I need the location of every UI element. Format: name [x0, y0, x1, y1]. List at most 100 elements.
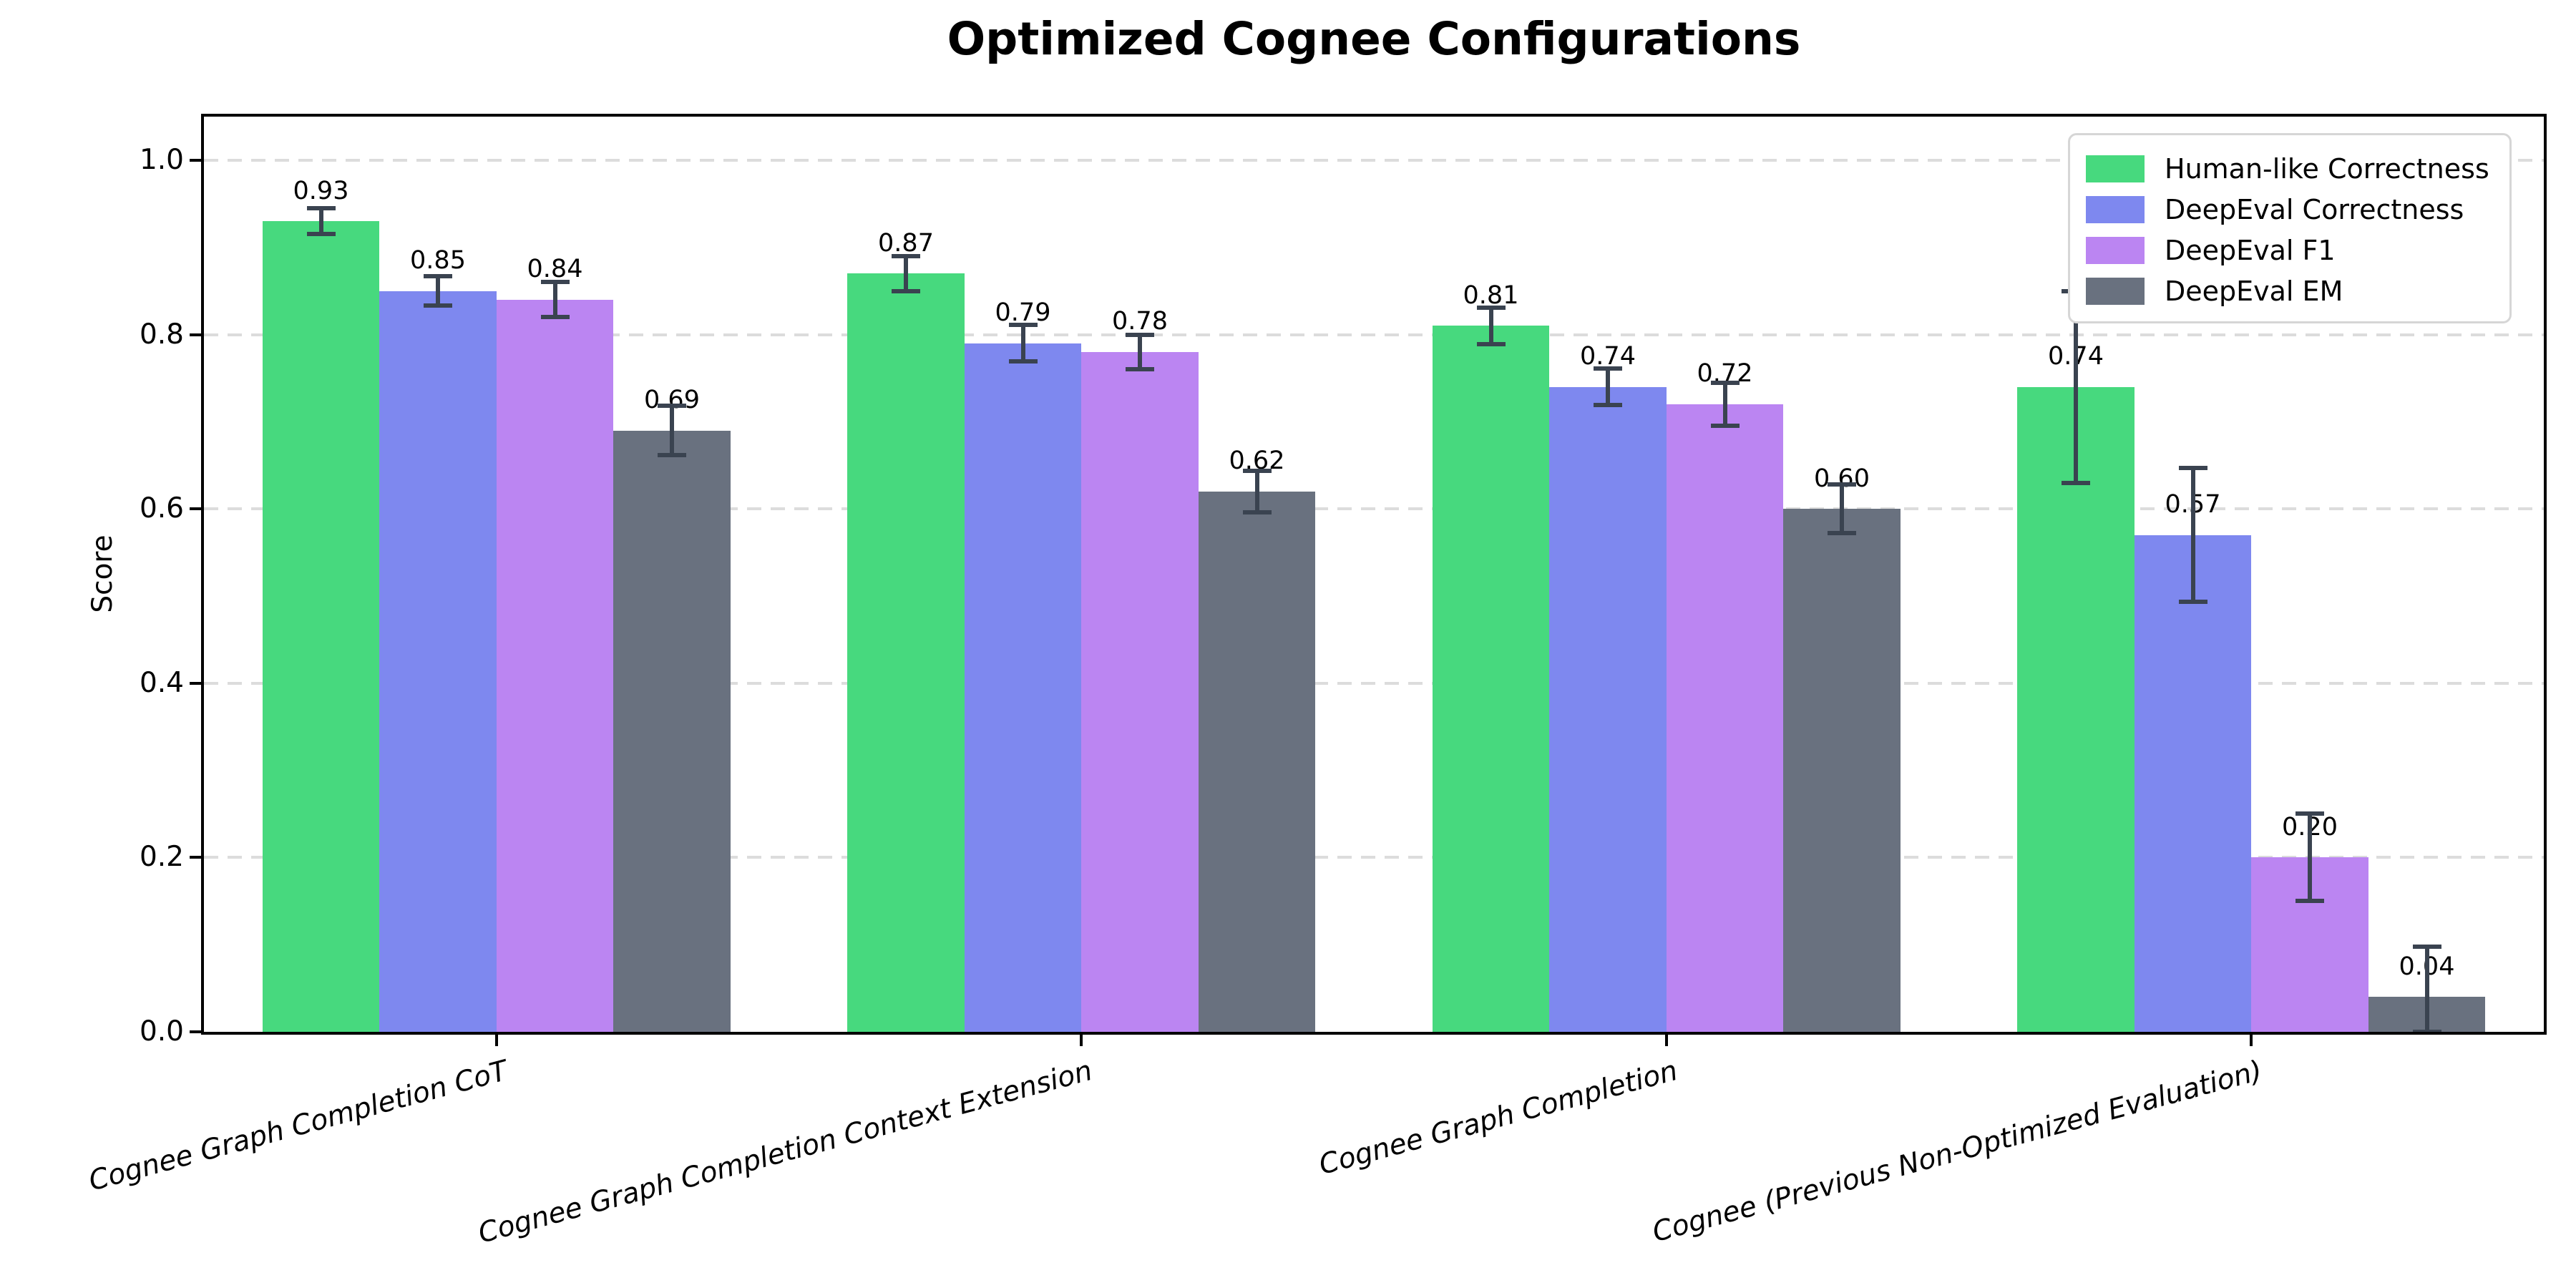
- legend-label: DeepEval EM: [2165, 275, 2343, 307]
- bar: [1432, 326, 1550, 1032]
- error-bar-cap-top: [1594, 366, 1622, 371]
- x-tick-mark: [1080, 1032, 1083, 1046]
- legend-label: Human-like Correctness: [2165, 152, 2489, 185]
- legend-item: DeepEval Correctness: [2086, 189, 2489, 230]
- y-tick-mark: [190, 158, 204, 162]
- error-bar-cap-top: [1126, 332, 1154, 337]
- error-bar-line: [436, 275, 440, 306]
- error-bar-cap-bottom: [1126, 367, 1154, 372]
- error-bar-cap-top: [1242, 468, 1272, 473]
- bar-value-label: 0.84: [527, 255, 583, 284]
- bar-value-label: 0.79: [995, 298, 1051, 328]
- legend-item: Human-like Correctness: [2086, 148, 2489, 189]
- bar: [1783, 509, 1901, 1032]
- bar-value-label: 0.87: [878, 228, 934, 258]
- error-bar-line: [1020, 325, 1025, 362]
- error-bar-cap-bottom: [1828, 531, 1856, 536]
- bar-value-label: 0.85: [410, 245, 466, 275]
- error-bar-cap-top: [2178, 465, 2207, 470]
- error-bar-cap-bottom: [2296, 899, 2324, 904]
- error-bar-cap-top: [540, 280, 570, 285]
- gridline: [204, 507, 2544, 511]
- bar: [964, 343, 1082, 1032]
- error-bar-cap-top: [2412, 944, 2441, 949]
- bar: [1081, 351, 1199, 1032]
- error-bar-cap-bottom: [2178, 600, 2207, 605]
- error-bar-line: [1840, 484, 1844, 534]
- legend-item: DeepEval F1: [2086, 230, 2489, 270]
- chart-title: Optimized Cognee Configurations: [947, 13, 1801, 65]
- x-tick-mark: [1664, 1032, 1668, 1046]
- bar: [262, 221, 380, 1032]
- error-bar-line: [1606, 369, 1610, 406]
- x-tick-mark: [494, 1032, 498, 1046]
- y-tick-mark: [190, 681, 204, 685]
- y-tick-label: 0.8: [139, 318, 184, 351]
- error-bar-cap-top: [2296, 811, 2324, 816]
- error-bar-cap-bottom: [658, 452, 686, 457]
- bar-value-label: 0.81: [1463, 280, 1519, 310]
- error-bar-line: [318, 208, 323, 235]
- legend-label: DeepEval F1: [2165, 234, 2336, 266]
- legend-item: DeepEval EM: [2086, 270, 2489, 311]
- y-tick-label: 0.2: [139, 841, 184, 874]
- bar: [2134, 535, 2252, 1032]
- bar: [496, 299, 614, 1032]
- bar-value-label: 0.78: [1112, 307, 1168, 336]
- y-tick-mark: [190, 856, 204, 859]
- y-tick-label: 0.4: [139, 666, 184, 699]
- bar-value-label: 0.74: [1580, 341, 1636, 371]
- bar: [847, 273, 965, 1032]
- error-bar-line: [1488, 307, 1493, 344]
- error-bar-cap-top: [1710, 380, 1740, 385]
- error-bar-cap-bottom: [892, 288, 920, 293]
- error-bar-cap-top: [658, 404, 686, 409]
- error-bar-cap-bottom: [2062, 480, 2090, 485]
- y-tick-label: 0.0: [139, 1015, 184, 1048]
- error-bar-cap-bottom: [2412, 1030, 2441, 1034]
- legend-swatch: [2086, 195, 2145, 223]
- error-bar-line: [2424, 946, 2429, 1032]
- bar: [1666, 404, 1784, 1032]
- x-tick-mark: [2250, 1032, 2253, 1046]
- y-tick-label: 1.0: [139, 143, 184, 176]
- bar: [2017, 386, 2135, 1032]
- y-tick-mark: [190, 333, 204, 336]
- bar: [613, 430, 731, 1032]
- error-bar-line: [2308, 814, 2312, 902]
- legend-label: DeepEval Correctness: [2165, 193, 2464, 225]
- error-bar-cap-bottom: [1710, 424, 1740, 429]
- gridline: [204, 681, 2544, 685]
- error-bar-cap-top: [892, 253, 920, 258]
- error-bar-cap-bottom: [1476, 341, 1506, 346]
- error-bar-cap-top: [1828, 482, 1856, 487]
- gridline: [204, 158, 2544, 162]
- error-bar-cap-bottom: [424, 303, 452, 308]
- error-bar-line: [2074, 291, 2078, 483]
- error-bar-line: [1138, 334, 1142, 370]
- gridline: [204, 856, 2544, 859]
- y-tick-mark: [190, 507, 204, 511]
- error-bar-cap-bottom: [306, 232, 336, 237]
- legend-swatch: [2086, 155, 2145, 182]
- bar-value-label: 0.93: [293, 176, 349, 205]
- error-bar-cap-top: [424, 273, 452, 278]
- error-bar-line: [2190, 467, 2195, 602]
- error-bar-cap-bottom: [1008, 359, 1038, 364]
- error-bar-cap-bottom: [1242, 510, 1272, 514]
- bar: [1198, 491, 1316, 1032]
- y-tick-mark: [190, 1030, 204, 1033]
- error-bar-line: [904, 255, 908, 291]
- error-bar-cap-bottom: [1594, 403, 1622, 408]
- bar: [1549, 386, 1667, 1032]
- y-tick-label: 0.6: [139, 492, 184, 525]
- error-bar-line: [670, 406, 674, 455]
- error-bar-line: [552, 282, 557, 318]
- error-bar-line: [1254, 470, 1259, 512]
- gridline: [204, 333, 2544, 336]
- bar: [379, 291, 497, 1032]
- error-bar-cap-top: [1008, 323, 1038, 328]
- error-bar-cap-bottom: [540, 315, 570, 320]
- legend: Human-like Correctness DeepEval Correctne…: [2068, 133, 2512, 323]
